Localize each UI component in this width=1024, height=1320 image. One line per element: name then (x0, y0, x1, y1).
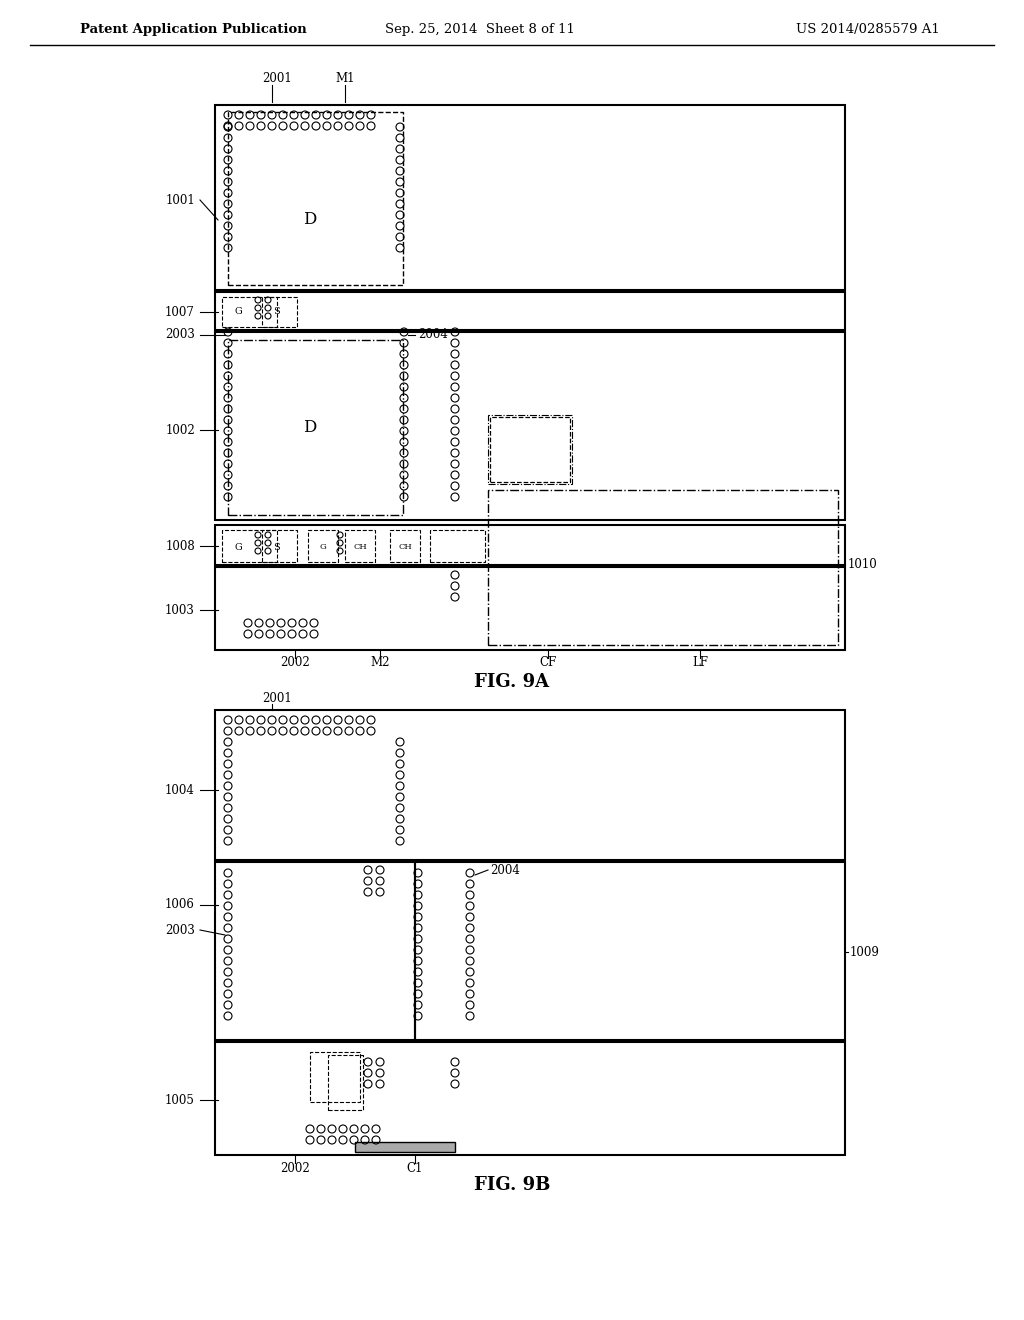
Text: 2003: 2003 (165, 329, 195, 342)
Text: 1007: 1007 (165, 305, 195, 318)
Text: CH: CH (398, 543, 412, 550)
Text: D: D (303, 418, 316, 436)
Bar (262, 531, 297, 562)
Bar (215, 862, 415, 1040)
Text: M2: M2 (371, 656, 390, 669)
Bar (262, 297, 297, 327)
Text: G: G (234, 543, 242, 552)
Text: FIG. 9B: FIG. 9B (474, 1176, 550, 1195)
Bar (415, 862, 845, 1040)
Bar (490, 417, 570, 482)
Text: Patent Application Publication: Patent Application Publication (80, 24, 307, 37)
Text: CH: CH (353, 543, 367, 550)
Bar (308, 531, 338, 562)
Bar (355, 1142, 455, 1152)
Text: S: S (272, 543, 280, 552)
Text: 2003: 2003 (165, 924, 195, 936)
Text: 2002: 2002 (281, 656, 310, 669)
Text: US 2014/0285579 A1: US 2014/0285579 A1 (797, 24, 940, 37)
Bar (228, 112, 403, 285)
Text: S: S (272, 308, 280, 317)
Bar (215, 333, 845, 520)
Text: 1008: 1008 (165, 540, 195, 553)
Text: 1001: 1001 (165, 194, 195, 206)
Bar (328, 1055, 362, 1110)
Bar (215, 292, 845, 330)
Bar (390, 531, 420, 562)
Text: 1003: 1003 (165, 603, 195, 616)
Text: 1005: 1005 (165, 1093, 195, 1106)
Bar (215, 1041, 845, 1155)
Text: 1002: 1002 (165, 424, 195, 437)
Bar (215, 525, 845, 565)
Bar (228, 341, 403, 515)
Text: 2004: 2004 (418, 329, 447, 342)
Bar (215, 106, 845, 290)
Text: G: G (234, 308, 242, 317)
Text: 2001: 2001 (262, 71, 292, 84)
Text: 1010: 1010 (848, 558, 878, 572)
Bar (488, 414, 572, 484)
Bar (310, 1052, 360, 1102)
Text: 1009: 1009 (850, 945, 880, 958)
Text: D: D (303, 211, 316, 228)
Bar (222, 297, 278, 327)
Text: 1006: 1006 (165, 899, 195, 912)
Text: Sep. 25, 2014  Sheet 8 of 11: Sep. 25, 2014 Sheet 8 of 11 (385, 24, 574, 37)
Text: CF: CF (540, 656, 557, 669)
Text: LF: LF (692, 656, 708, 669)
Text: 2004: 2004 (490, 863, 520, 876)
Text: 2002: 2002 (281, 1162, 310, 1175)
Text: 1004: 1004 (165, 784, 195, 796)
Bar (222, 531, 278, 562)
Text: M1: M1 (335, 71, 354, 84)
Bar (215, 568, 845, 649)
Text: FIG. 9A: FIG. 9A (474, 673, 550, 690)
Bar (345, 531, 375, 562)
Text: G: G (319, 543, 327, 550)
Text: C1: C1 (407, 1162, 423, 1175)
Text: 2001: 2001 (262, 692, 292, 705)
Bar (430, 531, 485, 562)
Bar (488, 490, 838, 645)
Bar (215, 710, 845, 861)
